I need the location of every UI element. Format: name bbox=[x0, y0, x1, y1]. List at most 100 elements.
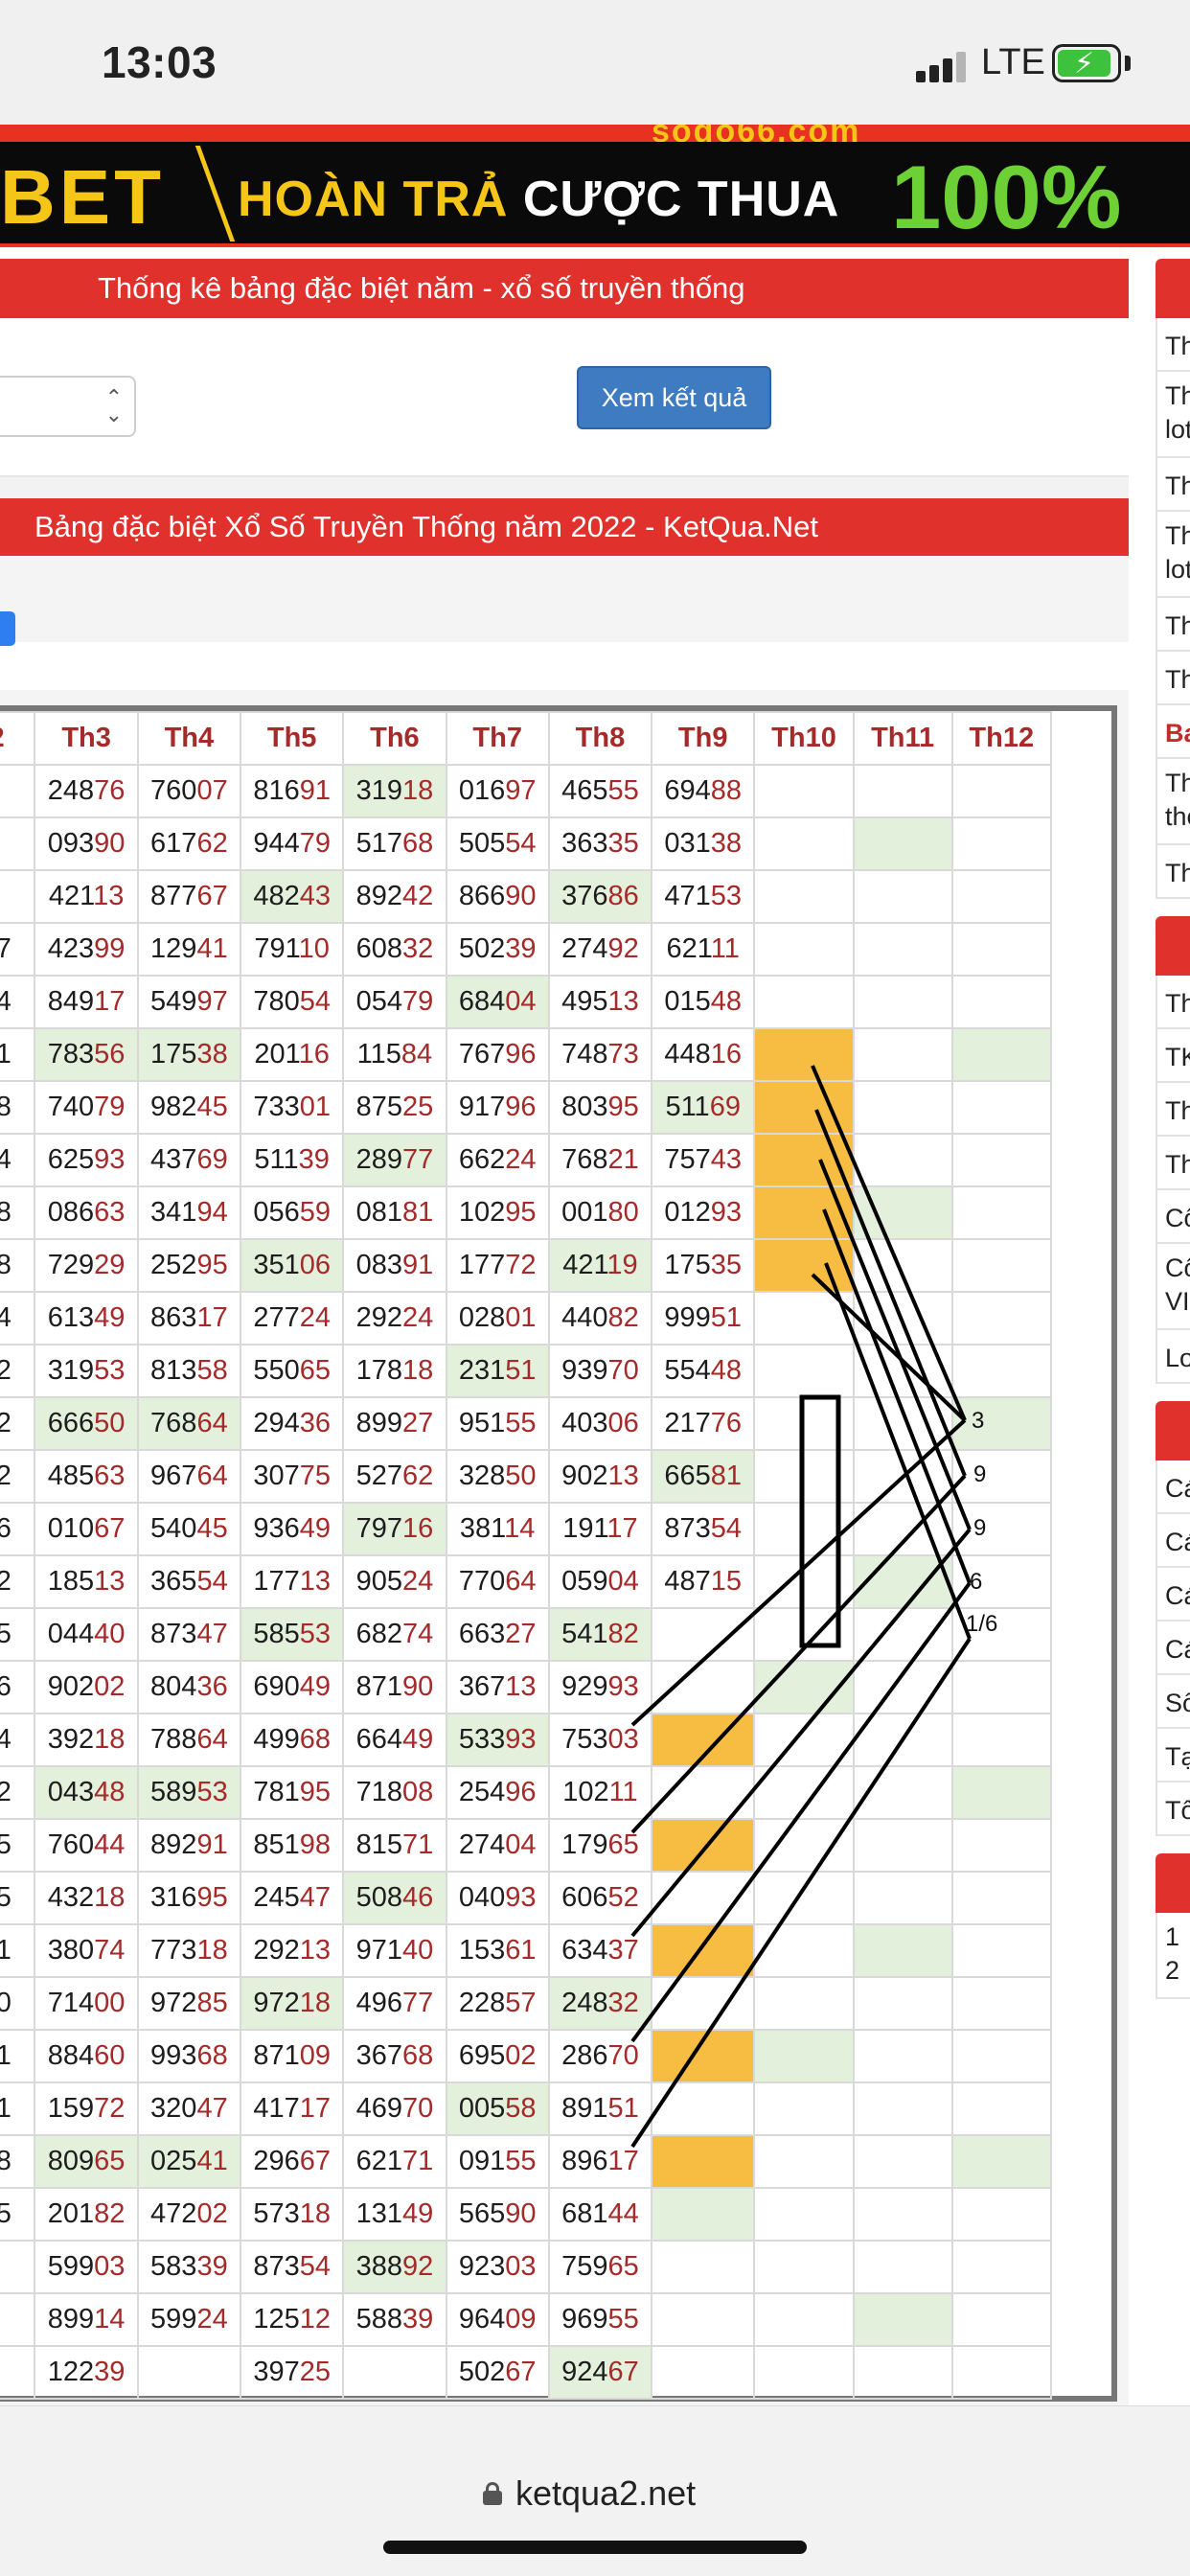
sidebar-item[interactable]: Th bbox=[1156, 652, 1190, 705]
cell-prefix: 277 bbox=[253, 1302, 300, 1333]
table-cell bbox=[753, 1291, 855, 1346]
sidebar-item[interactable]: Lo bbox=[1156, 1330, 1190, 1384]
cell-last-two: 36 bbox=[299, 1408, 331, 1438]
table-cell bbox=[852, 1396, 953, 1451]
sidebar-item[interactable]: Th the bbox=[1156, 759, 1190, 845]
table-cell bbox=[651, 2292, 756, 2347]
cell-prefix: 617 bbox=[150, 828, 197, 859]
cell-prefix: 487 bbox=[664, 1566, 711, 1597]
cell-last-two: 64 bbox=[196, 1460, 228, 1491]
table-cell: 27724 bbox=[240, 1291, 345, 1346]
cell-last-two: 38 bbox=[710, 828, 743, 859]
ad-promo-text: HOÀN TRẢ CƯỢC THUA bbox=[238, 171, 839, 228]
sidebar-item[interactable]: Cô bbox=[1156, 1190, 1190, 1244]
table-row: 968809650254129667621710915589617 bbox=[0, 2134, 1053, 2189]
table-cell: 75303 bbox=[547, 1713, 653, 1767]
sidebar-item[interactable]: Ba bbox=[1156, 705, 1190, 759]
home-indicator[interactable] bbox=[383, 2541, 807, 2554]
sidebar-item-label: Th bbox=[1165, 769, 1190, 797]
table-cell: 51139 bbox=[240, 1133, 345, 1187]
ad-banner-top[interactable]: sodo66.com bbox=[0, 125, 1190, 142]
table-cell: 31695 bbox=[136, 1871, 242, 1925]
table-cell bbox=[651, 1660, 756, 1714]
url-text: ketqua2.net bbox=[515, 2473, 697, 2513]
cell-prefix: 421 bbox=[48, 881, 94, 911]
table-cell bbox=[950, 1818, 1053, 1873]
table-cell: 562 bbox=[0, 1554, 36, 1609]
table-row: ết24876760078169131918016974655569488 bbox=[0, 764, 1053, 818]
cell-last-two: 97 bbox=[196, 986, 228, 1017]
address-bar[interactable]: ketqua2.net bbox=[483, 2473, 696, 2514]
sidebar-item[interactable]: Cá bbox=[1156, 1622, 1190, 1675]
cell-last-two: 49 bbox=[299, 1671, 331, 1702]
sidebar-item[interactable]: Th lot bbox=[1156, 512, 1190, 598]
sidebar-item[interactable]: Th bbox=[1156, 458, 1190, 512]
table-row: 182043485895378195718082549610211 bbox=[0, 1765, 1053, 1820]
sidebar-item[interactable]: Cá bbox=[1156, 1514, 1190, 1568]
sidebar-item[interactable]: TK bbox=[1156, 1029, 1190, 1083]
cell-last-two: 49 bbox=[94, 1302, 126, 1333]
sidebar-item-label: Th bbox=[1165, 989, 1190, 1018]
sidebar-item[interactable]: Th bbox=[1156, 1083, 1190, 1137]
cell-last-two: 08 bbox=[401, 1777, 434, 1807]
table-cell: 89151 bbox=[547, 2082, 653, 2136]
table-cell: 04348 bbox=[34, 1765, 139, 1820]
cell-prefix: 969 bbox=[561, 2304, 608, 2334]
cell-prefix: 417 bbox=[253, 2093, 300, 2124]
sidebar-item[interactable]: Cô VI bbox=[1156, 1244, 1190, 1330]
sidebar-item[interactable]: Cá bbox=[1156, 1460, 1190, 1514]
cell-prefix: 718 bbox=[355, 1777, 402, 1807]
table-cell bbox=[852, 869, 953, 924]
cell-last-two: 42 bbox=[401, 881, 434, 911]
table-cell bbox=[950, 1554, 1053, 1609]
table-cell: 69488 bbox=[651, 764, 756, 818]
cell-prefix: 760 bbox=[150, 775, 197, 806]
table-cell bbox=[651, 1713, 756, 1767]
cell-prefix: 294 bbox=[253, 1408, 300, 1438]
table-cell bbox=[852, 2345, 953, 2400]
table-cell: 10295 bbox=[445, 1185, 550, 1240]
cell-last-two: 11 bbox=[710, 933, 740, 964]
cell-last-two: 81 bbox=[401, 1197, 434, 1228]
table-cell: 147 bbox=[0, 922, 36, 977]
table-cell bbox=[852, 1923, 953, 1978]
cell-last-two: 45 bbox=[196, 1513, 228, 1544]
year-select[interactable]: ⌃ ⌄ bbox=[0, 376, 136, 437]
cell-prefix: 511 bbox=[254, 1144, 299, 1175]
sidebar-section-header bbox=[1156, 1401, 1190, 1460]
sidebar-item[interactable]: Tổ bbox=[1156, 1782, 1190, 1836]
table-cell bbox=[950, 1871, 1053, 1925]
cell-prefix: 102 bbox=[458, 1197, 506, 1228]
table-cell: 96955 bbox=[547, 2292, 653, 2347]
table-cell: 29436 bbox=[240, 1396, 345, 1451]
sidebar-item[interactable]: Cá bbox=[1156, 1568, 1190, 1622]
cell-last-two: 53 bbox=[196, 1777, 228, 1807]
table-cell: 08663 bbox=[34, 1185, 139, 1240]
cell-last-two: 17 bbox=[94, 986, 126, 1017]
cell-last-two: 13 bbox=[607, 986, 639, 1017]
network-label: LTE bbox=[981, 42, 1045, 82]
cell-prefix: 517 bbox=[355, 828, 402, 859]
cell-prefix: 625 bbox=[47, 1144, 95, 1175]
sidebar-item[interactable]: Th bbox=[1156, 1137, 1190, 1190]
sidebar-item[interactable]: Th lot bbox=[1156, 372, 1190, 458]
view-results-button[interactable]: Xem kết quả bbox=[577, 366, 771, 429]
table-cell bbox=[852, 1291, 953, 1346]
sidebar-item[interactable]: Th bbox=[1156, 845, 1190, 899]
cell-last-two: 96 bbox=[505, 1039, 537, 1070]
table-cell: 768 bbox=[0, 1238, 36, 1293]
cell-last-two: 70 bbox=[607, 1355, 639, 1386]
toolbar-button[interactable] bbox=[0, 611, 15, 646]
sidebar-item[interactable]: Th bbox=[1156, 976, 1190, 1029]
table-cell: 79716 bbox=[342, 1502, 447, 1556]
cell-prefix: 583 bbox=[150, 2251, 197, 2282]
sidebar-item[interactable]: Th bbox=[1156, 318, 1190, 372]
table-row: 631159723204741717469700055889151 bbox=[0, 2082, 1053, 2136]
cell-last-two: 49 bbox=[299, 1513, 331, 1544]
sidebar-item[interactable]: Số bbox=[1156, 1675, 1190, 1729]
sidebar-item[interactable]: Th bbox=[1156, 598, 1190, 652]
sidebar-item[interactable]: Tạ bbox=[1156, 1729, 1190, 1782]
ad-banner[interactable]: BET HOÀN TRẢ CƯỢC THUA 100% bbox=[0, 142, 1190, 247]
table-cell bbox=[852, 1713, 953, 1767]
